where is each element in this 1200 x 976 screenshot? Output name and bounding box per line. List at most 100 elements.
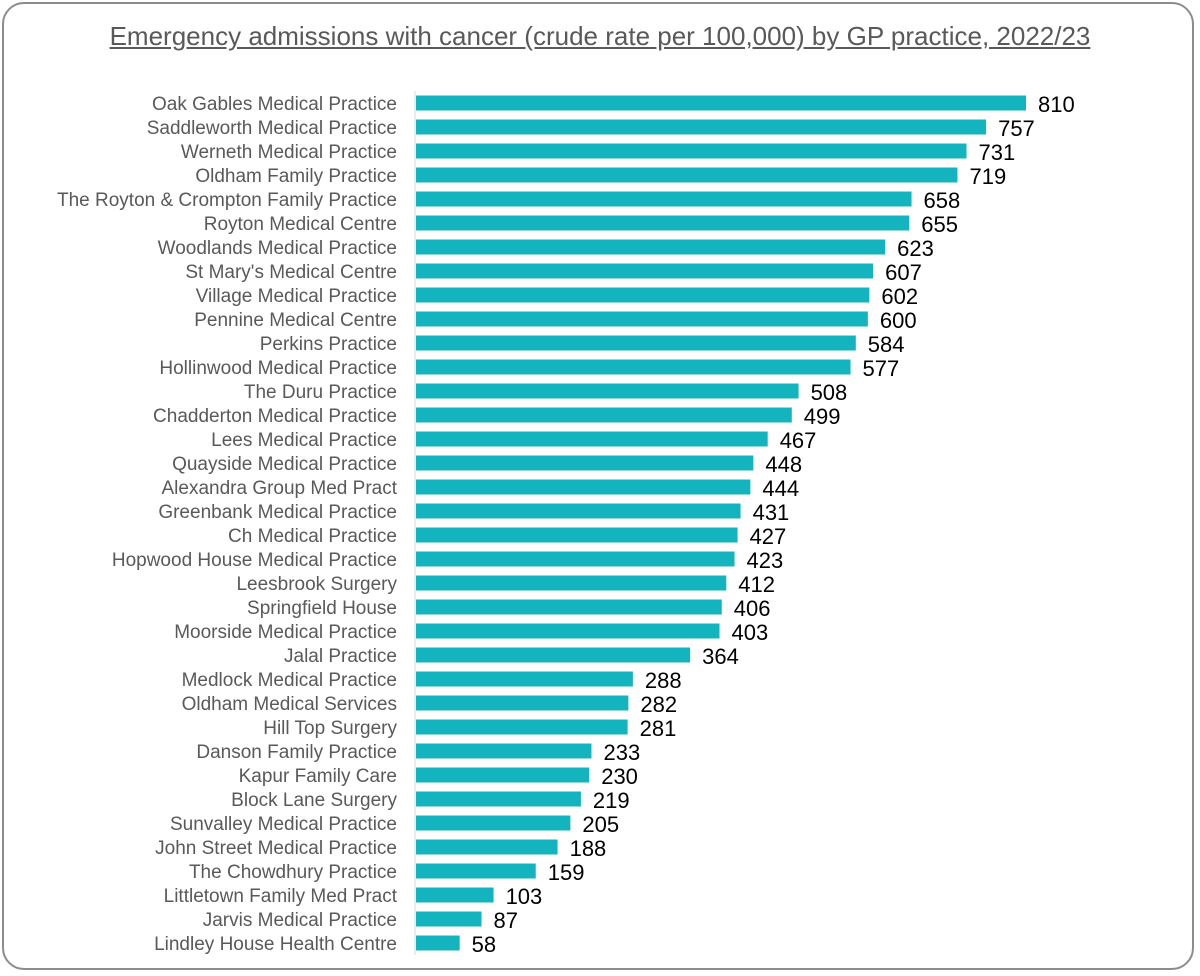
- data-label: 467: [780, 428, 817, 453]
- category-label: Leesbrook Surgery: [236, 574, 397, 595]
- data-label: 406: [734, 596, 771, 621]
- bar: [416, 287, 870, 303]
- bar: [416, 263, 874, 279]
- category-label: Woodlands Medical Practice: [158, 238, 397, 259]
- bar: [416, 455, 754, 471]
- bar: [416, 767, 590, 783]
- data-label: 623: [897, 236, 934, 261]
- data-label: 423: [747, 548, 784, 573]
- bar: [416, 407, 792, 423]
- bar: [416, 431, 768, 447]
- bar: [416, 863, 536, 879]
- bar: [416, 191, 912, 207]
- category-label: Danson Family Practice: [196, 742, 397, 763]
- data-label: 577: [863, 356, 900, 381]
- data-label: 282: [640, 692, 677, 717]
- category-label: Jalal Practice: [284, 646, 397, 667]
- category-label: Alexandra Group Med Pract: [161, 478, 397, 499]
- category-label: Greenbank Medical Practice: [158, 502, 397, 523]
- bar: [416, 575, 727, 591]
- data-label: 444: [762, 476, 799, 501]
- category-label: Village Medical Practice: [196, 286, 397, 307]
- category-label: Royton Medical Centre: [204, 214, 397, 235]
- data-label: 499: [804, 404, 841, 429]
- category-label: Hollinwood Medical Practice: [159, 358, 397, 379]
- category-label: Quayside Medical Practice: [172, 454, 397, 475]
- category-label: Littletown Family Med Pract: [164, 886, 398, 907]
- bar: [416, 743, 592, 759]
- data-label: 58: [472, 932, 496, 957]
- category-label: Kapur Family Care: [239, 766, 397, 787]
- category-label: John Street Medical Practice: [155, 838, 397, 859]
- category-label: Jarvis Medical Practice: [203, 910, 397, 931]
- bar: [416, 239, 886, 255]
- data-label: 448: [765, 452, 802, 477]
- data-label: 607: [885, 260, 922, 285]
- category-label: Moorside Medical Practice: [174, 622, 397, 643]
- data-label: 288: [645, 668, 682, 693]
- bar: [416, 359, 851, 375]
- data-label: 159: [548, 860, 585, 885]
- data-label: 508: [811, 380, 848, 405]
- category-label: Oak Gables Medical Practice: [152, 94, 397, 115]
- data-label: 281: [640, 716, 677, 741]
- bar: [416, 599, 722, 615]
- category-label: Sunvalley Medical Practice: [170, 814, 397, 835]
- category-label: Lees Medical Practice: [211, 430, 397, 451]
- data-label: 219: [593, 788, 630, 813]
- bar: [416, 143, 967, 159]
- bar: [416, 695, 629, 711]
- chart-title: Emergency admissions with cancer (crude …: [109, 21, 1091, 51]
- category-label: Hill Top Surgery: [263, 718, 397, 739]
- category-label: Werneth Medical Practice: [181, 142, 397, 163]
- category-label: Chadderton Medical Practice: [153, 406, 397, 427]
- bar: [416, 815, 571, 831]
- data-label: 719: [969, 164, 1006, 189]
- bar: [416, 167, 958, 183]
- data-label: 658: [924, 188, 961, 213]
- bar: [416, 479, 751, 495]
- data-label: 757: [998, 116, 1035, 141]
- category-label: Saddleworth Medical Practice: [147, 118, 397, 139]
- data-label: 364: [702, 644, 739, 669]
- bar: [416, 791, 581, 807]
- data-label: 412: [738, 572, 775, 597]
- category-label: The Duru Practice: [244, 382, 397, 403]
- data-label: 600: [880, 308, 917, 333]
- category-label: Lindley House Health Centre: [154, 934, 397, 955]
- category-label: Perkins Practice: [260, 334, 397, 355]
- bar: [416, 311, 868, 327]
- bar: [416, 839, 558, 855]
- category-label: Medlock Medical Practice: [182, 670, 397, 691]
- bar: [416, 887, 494, 903]
- data-label: 87: [494, 908, 518, 933]
- category-label: Hopwood House Medical Practice: [112, 550, 397, 571]
- bar: [416, 95, 1026, 111]
- data-label: 427: [750, 524, 787, 549]
- bar: [416, 503, 741, 519]
- bar: [416, 551, 735, 567]
- bar: [416, 935, 460, 951]
- bar: [416, 527, 738, 543]
- data-label: 584: [868, 332, 905, 357]
- data-label: 188: [570, 836, 607, 861]
- bar: [416, 623, 720, 639]
- data-label: 602: [881, 284, 918, 309]
- category-label: Pennine Medical Centre: [194, 310, 397, 331]
- bar: [416, 119, 987, 135]
- bar: [416, 335, 856, 351]
- data-label: 403: [731, 620, 768, 645]
- bar: [416, 719, 628, 735]
- data-label: 810: [1038, 92, 1075, 117]
- data-label: 431: [753, 500, 790, 525]
- category-label: The Royton & Crompton Family Practice: [57, 190, 397, 211]
- bar: [416, 911, 482, 927]
- category-label: Ch Medical Practice: [228, 526, 397, 547]
- category-label: Block Lane Surgery: [231, 790, 397, 811]
- category-label: Oldham Family Practice: [195, 166, 397, 187]
- data-label: 731: [979, 140, 1016, 165]
- data-label: 205: [582, 812, 619, 837]
- data-label: 655: [921, 212, 958, 237]
- bar: [416, 647, 691, 663]
